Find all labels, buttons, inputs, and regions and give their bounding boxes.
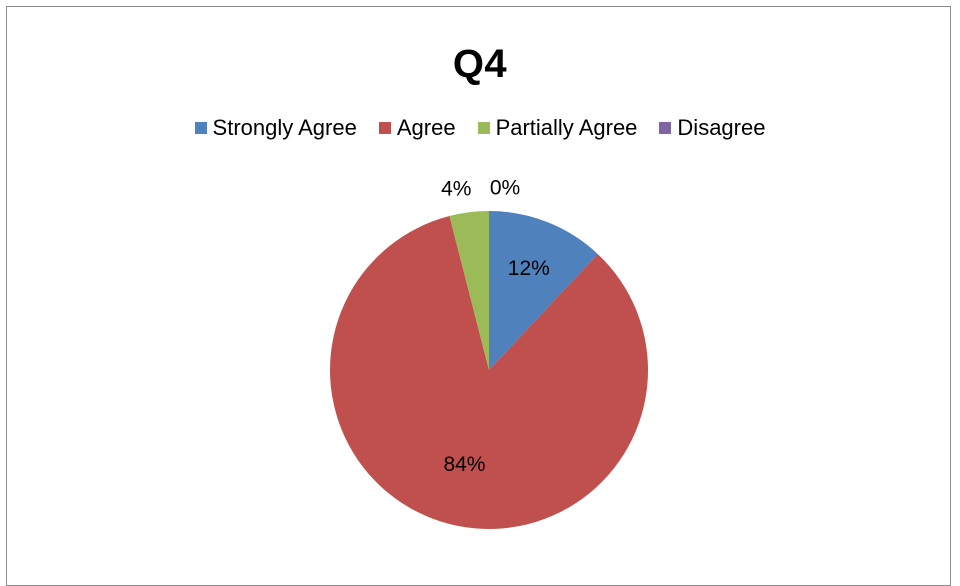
legend-item-partially-agree: Partially Agree xyxy=(477,115,638,141)
legend-swatch-strongly-agree xyxy=(194,122,207,134)
chart-title: Q4 xyxy=(452,42,508,86)
pie-slice-strongly-agree xyxy=(489,211,598,370)
data-label-disagree: 0% xyxy=(490,176,520,199)
data-label-agree: 84% xyxy=(443,453,485,476)
legend-label-strongly-agree: Strongly Agree xyxy=(212,115,357,140)
legend-swatch-disagree xyxy=(659,122,672,134)
legend-swatch-partially-agree xyxy=(477,122,490,134)
legend-item-disagree: Disagree xyxy=(659,115,765,141)
legend-label-agree: Agree xyxy=(396,115,456,140)
legend-label-partially-agree: Partially Agree xyxy=(495,115,638,140)
pie-slice-partially-agree xyxy=(449,211,489,370)
legend-label-disagree: Disagree xyxy=(677,115,766,140)
pie-slice-agree xyxy=(330,215,648,529)
legend-item-strongly-agree: Strongly Agree xyxy=(194,115,357,141)
chart-legend: Strongly Agree Agree Partially Agree Dis… xyxy=(0,115,960,141)
legend-item-agree: Agree xyxy=(378,115,456,141)
legend-swatch-agree xyxy=(378,122,391,134)
data-label-partially-agree: 4% xyxy=(441,178,471,201)
data-label-strongly-agree: 12% xyxy=(508,257,550,280)
